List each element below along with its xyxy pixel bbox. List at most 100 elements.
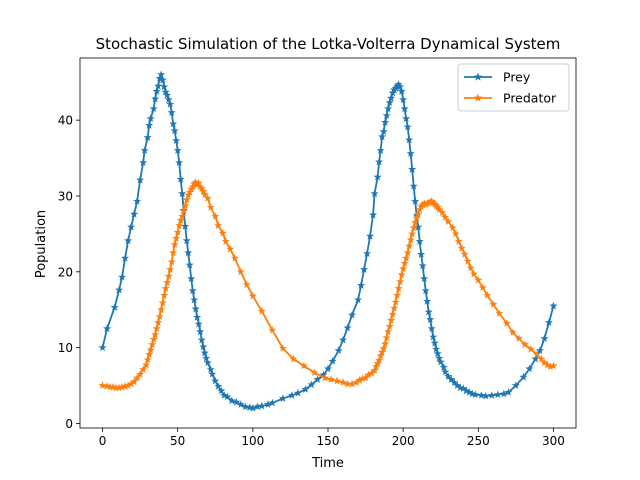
data-point-prey [354, 295, 363, 304]
data-point-predator [444, 217, 453, 226]
data-point-prey [241, 402, 250, 411]
data-point-prey [511, 381, 520, 389]
data-point-predator [157, 305, 166, 314]
data-point-predator [403, 248, 412, 257]
data-point-predator [242, 280, 251, 289]
data-point-predator [154, 318, 163, 327]
data-point-predator [289, 354, 298, 363]
data-point-prey [236, 400, 245, 408]
data-point-predator [435, 205, 444, 214]
data-point-prey [366, 231, 375, 240]
data-point-predator [430, 200, 439, 208]
data-point-predator [206, 203, 215, 211]
data-point-predator [333, 376, 342, 385]
data-point-prey [493, 390, 502, 399]
data-point-predator [532, 350, 541, 358]
data-point-prey [160, 82, 169, 91]
data-point-predator [199, 187, 208, 195]
y-axis-ticks: 0 10 20 30 40 [58, 114, 80, 431]
data-point-predator [399, 264, 408, 273]
legend-label-prey: Prey [503, 70, 531, 85]
x-axis-label: Time [311, 456, 344, 471]
x-tick-label: 0 [99, 434, 107, 448]
data-point-predator [405, 241, 414, 250]
data-point-prey [444, 372, 453, 380]
y-tick-label: 10 [58, 341, 73, 355]
data-point-prey [535, 346, 544, 355]
data-point-predator [408, 229, 417, 238]
data-point-predator [175, 221, 184, 229]
data-point-prey [481, 391, 490, 400]
data-point-predator [115, 383, 124, 392]
x-tick-label: 200 [392, 434, 415, 448]
data-point-predator [502, 319, 511, 327]
data-point-predator [489, 300, 498, 308]
data-point-predator [394, 284, 403, 292]
data-point-prey [139, 158, 148, 167]
data-point-prey [406, 149, 415, 157]
data-point-prey [211, 376, 220, 385]
data-point-predator [143, 355, 152, 364]
series-prey [98, 70, 558, 412]
data-point-prey [263, 400, 272, 408]
data-point-predator [402, 253, 411, 262]
data-point-prey [387, 93, 396, 102]
data-point-prey [432, 344, 441, 353]
data-point-prey [185, 260, 194, 269]
data-point-prey [408, 165, 417, 173]
data-point-predator [321, 373, 329, 382]
data-point-prey [369, 210, 378, 219]
data-point-prey [223, 392, 232, 401]
data-point-predator [454, 237, 463, 245]
data-point-predator [166, 265, 175, 273]
data-point-predator [387, 316, 396, 324]
data-point-prey [370, 189, 379, 198]
data-point-predator [142, 360, 151, 369]
data-point-predator [358, 374, 367, 383]
data-point-prey [324, 364, 332, 373]
data-point-prey [178, 189, 187, 198]
data-point-predator [163, 278, 172, 286]
data-point-prey [394, 80, 403, 88]
data-point-prey [220, 391, 229, 399]
data-point-predator [149, 335, 158, 343]
data-point-predator [375, 356, 384, 364]
data-point-prey [447, 375, 456, 383]
data-point-predator [136, 369, 145, 378]
data-point-prey [155, 74, 164, 82]
legend: Prey Predator [457, 63, 570, 112]
data-point-prey [182, 236, 191, 245]
data-point-predator [182, 195, 191, 204]
data-point-predator [396, 277, 405, 286]
data-point-predator [352, 378, 361, 386]
data-point-prey [465, 388, 474, 396]
data-point-predator [495, 309, 504, 317]
data-point-predator [133, 373, 142, 382]
data-point-predator [118, 382, 127, 391]
data-point-prey [158, 75, 167, 84]
data-point-predator [457, 244, 466, 252]
data-point-prey [187, 274, 196, 283]
data-point-prey [396, 82, 405, 91]
data-point-predator [466, 263, 475, 272]
data-point-prey [124, 236, 133, 245]
data-point-predator [364, 370, 373, 379]
data-point-predator [393, 291, 402, 299]
data-point-prey [157, 70, 166, 79]
data-point-predator [148, 340, 157, 348]
data-point-prey [357, 281, 366, 289]
data-point-predator [339, 378, 348, 386]
data-point-predator [181, 201, 190, 210]
data-point-predator [161, 284, 170, 292]
data-point-predator [543, 360, 552, 369]
data-point-prey [154, 81, 163, 90]
data-point-prey [166, 100, 175, 108]
y-tick-label: 40 [58, 114, 73, 128]
data-point-prey [176, 175, 185, 183]
data-point-predator [520, 340, 529, 348]
data-point-prey [197, 335, 206, 344]
data-point-predator [121, 382, 130, 390]
data-point-predator [378, 347, 387, 356]
data-point-predator [376, 351, 385, 360]
